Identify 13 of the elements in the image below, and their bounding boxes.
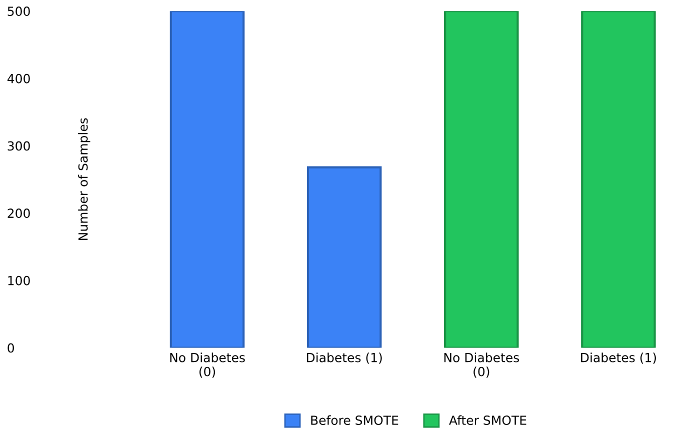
x-tick-label: Diabetes (1) bbox=[306, 352, 382, 364]
y-tick-label: 400 bbox=[7, 74, 30, 84]
y-axis-title: Number of Samples bbox=[78, 118, 90, 240]
x-tick-label: No Diabetes (0) bbox=[444, 352, 519, 378]
y-tick-label: 200 bbox=[8, 208, 30, 218]
y-tick-label: 100 bbox=[8, 276, 30, 286]
y-tick-label: 500 bbox=[8, 6, 30, 16]
x-tick-label: No Diabetes (0) bbox=[170, 352, 245, 378]
x-tick-label: Diabetes (1) bbox=[581, 352, 656, 364]
legend-label: Before SMOTE bbox=[311, 415, 398, 425]
y-tick-label: 300 bbox=[8, 141, 30, 151]
legend-label: After SMOTE bbox=[449, 415, 526, 425]
y-tick-label: 0 bbox=[8, 343, 14, 353]
